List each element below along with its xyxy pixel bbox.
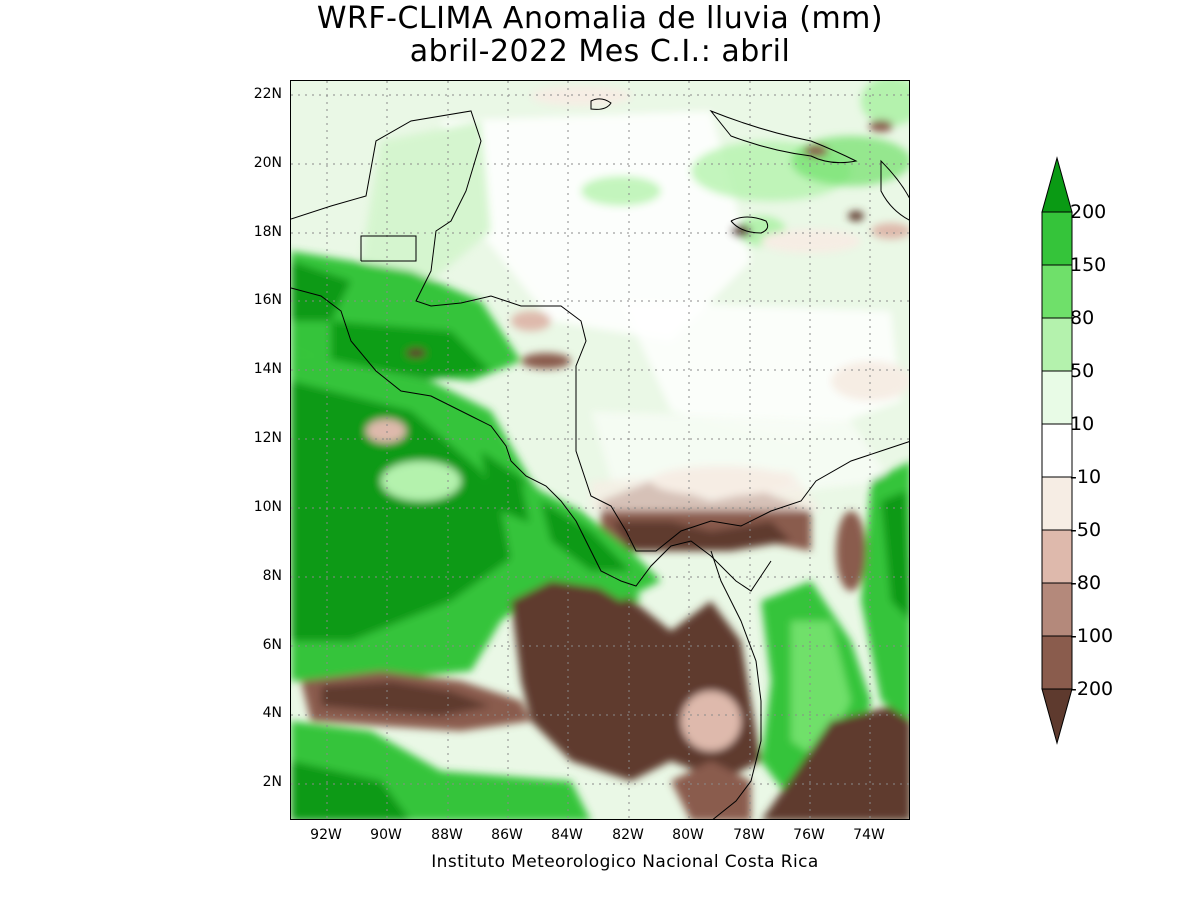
anomaly-field-layer: [291, 81, 909, 819]
colorbar-segment-80-150: [1041, 264, 1073, 319]
map-title-line1: WRF-CLIMA Anomalia de lluvia (mm): [316, 1, 884, 36]
colorbar-label-neg50: -50: [1070, 519, 1102, 541]
colorbar-label-10: 10: [1070, 413, 1095, 435]
colorbar-label-150: 150: [1070, 254, 1107, 276]
colorbar-label-neg200: -200: [1070, 678, 1114, 700]
lat-label-12n: 12N: [253, 430, 282, 446]
lon-label-88w: 88W: [431, 827, 463, 843]
lon-label-86w: 86W: [491, 827, 523, 843]
lon-label-74w: 74W: [853, 827, 885, 843]
lon-label-82w: 82W: [612, 827, 644, 843]
lat-label-2n: 2N: [262, 774, 282, 790]
lon-label-76w: 76W: [793, 827, 825, 843]
lat-label-4n: 4N: [262, 705, 282, 721]
colorbar-label-neg100: -100: [1070, 625, 1114, 647]
lat-label-18n: 18N: [253, 224, 282, 240]
lat-label-14n: 14N: [253, 361, 282, 377]
credit-text: Instituto Meteorologico Nacional Costa R…: [431, 852, 819, 872]
coastlines: [291, 98, 909, 819]
colorbar-segment-150-200: [1041, 211, 1073, 266]
colorbar-label-80: 80: [1070, 307, 1095, 329]
lat-label-6n: 6N: [262, 637, 282, 653]
map-canvas: [291, 81, 909, 819]
lat-label-22n: 22N: [253, 86, 282, 102]
precipitation-anomaly-map: [290, 80, 910, 820]
colorbar: [1041, 156, 1073, 745]
colorbar-label-50: 50: [1070, 360, 1095, 382]
colorbar-segment-10-50: [1041, 370, 1073, 425]
colorbar-segment-neg200-neg100: [1041, 635, 1073, 690]
colorbar-label-neg80: -80: [1070, 572, 1102, 594]
colorbar-label-neg10: -10: [1070, 466, 1102, 488]
colorbar-label-200: 200: [1070, 201, 1107, 223]
colorbar-segment-neg10-10: [1041, 423, 1073, 478]
lon-label-84w: 84W: [551, 827, 583, 843]
lat-label-8n: 8N: [262, 568, 282, 584]
lon-label-78w: 78W: [733, 827, 765, 843]
colorbar-segment-neg80-neg50: [1041, 529, 1073, 584]
lon-label-92w: 92W: [310, 827, 342, 843]
lat-label-20n: 20N: [253, 155, 282, 171]
lat-label-16n: 16N: [253, 292, 282, 308]
colorbar-top-arrow: [1041, 156, 1073, 213]
lon-label-90w: 90W: [370, 827, 402, 843]
colorbar-segment-neg50-neg10: [1041, 476, 1073, 531]
lat-label-10n: 10N: [253, 499, 282, 515]
colorbar-segment-50-80: [1041, 317, 1073, 372]
colorbar-segment-neg100-neg80: [1041, 582, 1073, 637]
map-title-line2: abril-2022 Mes C.I.: abril: [409, 34, 791, 69]
grid-lines: [291, 81, 909, 819]
lon-label-80w: 80W: [672, 827, 704, 843]
colorbar-bottom-arrow: [1041, 688, 1073, 745]
